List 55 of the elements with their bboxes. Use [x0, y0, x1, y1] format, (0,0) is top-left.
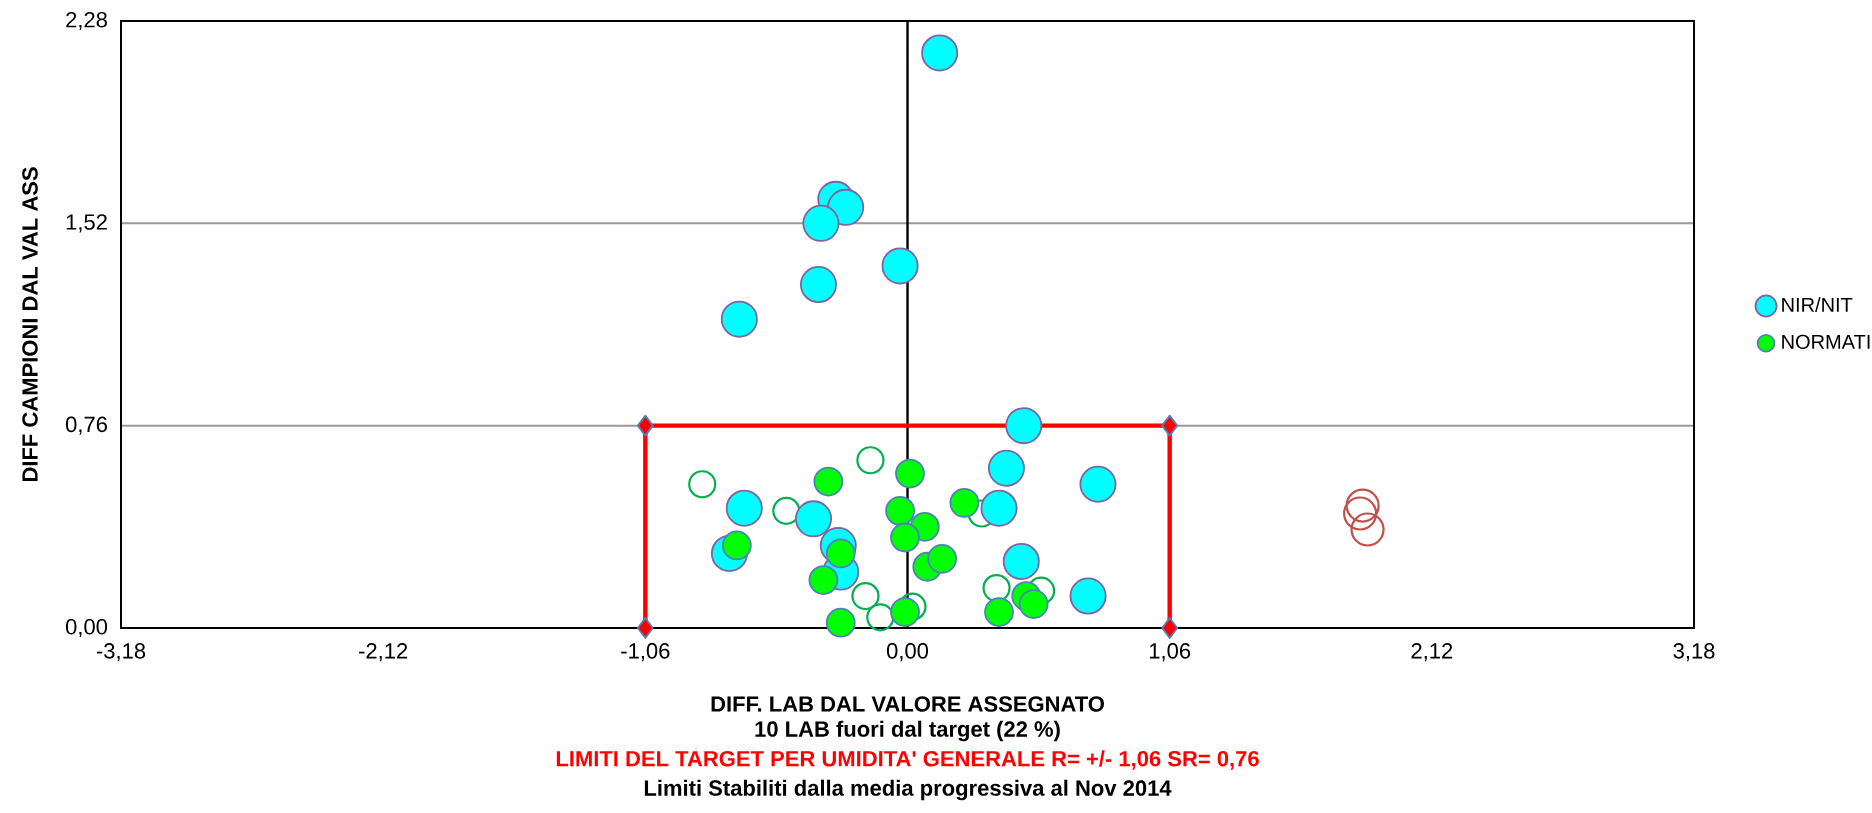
y-tick-label: 0,76	[65, 416, 107, 435]
point	[1002, 542, 1040, 580]
x-tick-label: 2,12	[1411, 643, 1453, 662]
legend-label: NORMATI	[1782, 334, 1870, 349]
point	[725, 489, 763, 527]
x-axis-title: DIFF. LAB DAL VALORE ASSEGNATO	[711, 696, 1104, 712]
point	[984, 597, 1014, 627]
x-tick-label: -3,18	[96, 643, 146, 662]
x-tick-label: -2,12	[359, 643, 408, 662]
point	[980, 489, 1018, 527]
text: LIMITI DEL TARGET PER UMIDITA' GENERALE R= +/- 1,06 SR= 0,76	[556, 750, 1259, 770]
point	[890, 597, 920, 627]
point	[866, 603, 895, 632]
y-tick-label: 1,52	[66, 214, 107, 233]
x-tick-label: 1,06	[1149, 643, 1191, 662]
point	[827, 188, 865, 226]
y-tick-label: 0,00	[65, 618, 108, 638]
point	[802, 204, 840, 242]
point	[813, 466, 844, 497]
point	[987, 449, 1025, 487]
text: 10 LAB fuori dal target (22 %)	[755, 720, 1060, 742]
point	[1005, 407, 1043, 445]
point	[808, 565, 839, 595]
point	[1343, 496, 1378, 531]
x-tick-label: -1,06	[621, 643, 670, 662]
point	[636, 414, 654, 437]
point	[851, 581, 880, 611]
point	[720, 300, 758, 338]
legend-label: NIR/NIT	[1782, 297, 1853, 312]
point	[1069, 577, 1107, 615]
point	[795, 500, 833, 538]
text: Limiti Stabiliti dalla media progressiva al Nov 2014	[644, 779, 1172, 801]
y-tick-label: 2,28	[66, 11, 107, 31]
point	[890, 522, 920, 553]
point	[1161, 617, 1179, 639]
point	[927, 543, 958, 574]
y-axis-title: DIFF CAMPIONI DAL VAL ASS	[22, 167, 38, 482]
point	[772, 496, 801, 525]
point	[949, 487, 980, 518]
point	[1345, 488, 1380, 523]
point	[688, 470, 717, 499]
point	[921, 34, 959, 72]
x-tick-label: 0,00	[886, 643, 929, 662]
point	[1350, 512, 1385, 547]
point	[1079, 465, 1117, 503]
point	[1161, 414, 1179, 437]
point	[636, 617, 654, 639]
point	[799, 266, 837, 304]
point	[885, 495, 915, 526]
point	[825, 607, 856, 638]
point	[895, 458, 925, 489]
point	[856, 446, 885, 475]
x-tick-label: 3,18	[1673, 643, 1715, 662]
point	[1018, 589, 1049, 619]
point	[881, 247, 919, 285]
